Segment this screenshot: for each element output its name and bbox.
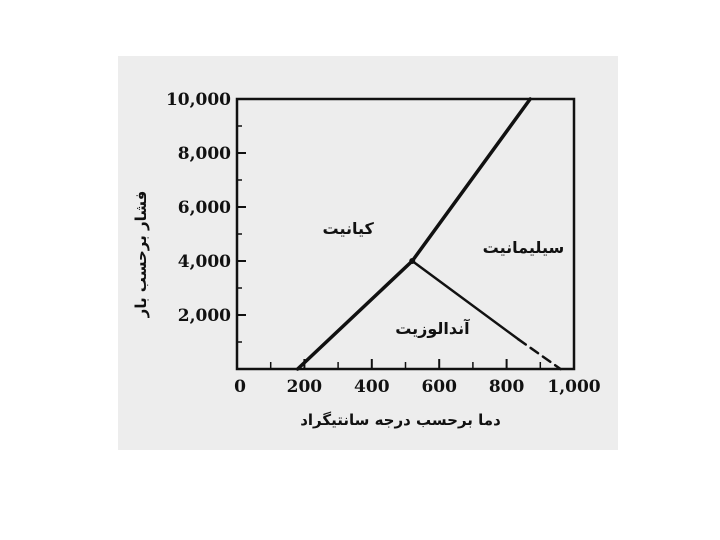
y-tick-label-1: 4,000	[178, 252, 231, 272]
x-tick-label-1: 200	[287, 377, 323, 397]
x-tick-label-5: 1,000	[547, 377, 600, 397]
x-tick-label-3: 600	[421, 377, 457, 397]
boundary-andalusite-sillimanite	[410, 259, 520, 341]
region-label-2: آندالوزیت	[395, 318, 470, 338]
region-label-1: سیلیمانیت	[483, 238, 565, 257]
x-tick-label-4: 800	[489, 377, 525, 397]
x-tick-label-0: 0	[234, 377, 246, 397]
y-axis-title: فشار برحسب بار	[132, 191, 150, 319]
chart-scan: 2,000 4,000 6,000 8,000 10,000 0 200 400 600 800 1…	[118, 56, 618, 450]
plot-frame	[235, 97, 576, 371]
region-label-0: کیانیت	[323, 219, 375, 238]
x-axis-title: دما برحسب درجه سانتیگراد	[300, 411, 501, 429]
y-tick-label-0: 2,000	[178, 306, 231, 326]
phase-diagram: 2,000 4,000 6,000 8,000 10,000 0 200 400 600 800 1…	[132, 90, 601, 429]
phase-boundaries	[295, 97, 562, 371]
x-tick-label-2: 400	[354, 377, 390, 397]
boundary-andalusite-sillimanite-extrapolated	[517, 338, 562, 371]
boundary-kyanite-sillimanite	[410, 97, 532, 263]
y-tick-label-3: 8,000	[178, 144, 231, 164]
y-tick-label-2: 6,000	[178, 198, 231, 218]
y-tick-label-4: 10,000	[166, 90, 231, 110]
tick-labels: 2,000 4,000 6,000 8,000 10,000 0 200 400 600 800 1…	[166, 90, 601, 397]
ticks	[237, 98, 542, 369]
triple-point	[409, 258, 416, 264]
boundary-kyanite-andalusite	[295, 259, 414, 371]
region-labels: کیانیت سیلیمانیت آندالوزیت	[323, 219, 565, 338]
